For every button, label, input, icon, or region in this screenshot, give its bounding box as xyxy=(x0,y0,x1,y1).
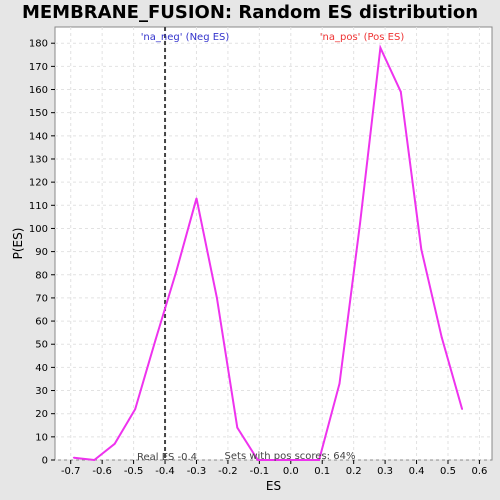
y-tick-label: 40 xyxy=(35,363,48,374)
x-tick-label: 0.6 xyxy=(471,466,487,477)
x-axis-title: ES xyxy=(266,479,281,493)
pos-scores-label: Sets with pos scores: 64% xyxy=(225,451,356,462)
data-point xyxy=(359,222,361,225)
grid xyxy=(55,27,492,461)
y-tick-label: 20 xyxy=(35,409,48,420)
y-tick-label: 0 xyxy=(42,456,48,467)
data-point xyxy=(175,271,177,274)
y-tick-label: 140 xyxy=(29,131,48,142)
x-tick-label: 0.1 xyxy=(314,466,330,477)
x-tick-label: 0.3 xyxy=(377,466,393,477)
y-tick-label: 160 xyxy=(29,85,48,96)
y-tick-label: 30 xyxy=(35,386,48,397)
data-point xyxy=(72,456,75,459)
y-tick-label: 150 xyxy=(29,108,48,119)
series-line xyxy=(73,44,464,462)
data-point xyxy=(236,426,239,429)
x-tick-label: 0.2 xyxy=(346,466,362,477)
y-tick-label: 80 xyxy=(35,270,48,281)
data-point xyxy=(154,338,157,341)
x-tick-label: -0.1 xyxy=(250,466,270,477)
x-tick-label: -0.7 xyxy=(61,466,81,477)
real-es-label: Real ES -0.4 xyxy=(137,452,197,463)
neg-es-label: 'na_neg' (Neg ES) xyxy=(141,32,230,43)
y-tick-label: 130 xyxy=(29,154,48,165)
data-point xyxy=(195,197,198,200)
data-point xyxy=(93,459,96,461)
y-tick-label: 110 xyxy=(29,201,48,212)
data-point xyxy=(297,459,300,461)
y-tick-label: 170 xyxy=(29,62,48,73)
y-tick-label: 10 xyxy=(35,432,48,443)
data-point xyxy=(399,90,402,93)
chart-title: MEMBRANE_FUSION: Random ES distribution xyxy=(22,2,478,23)
y-tick-label: 100 xyxy=(29,224,48,235)
data-point xyxy=(134,408,137,410)
x-axis: -0.7 -0.6 -0.5 -0.4 -0.3 -0.2 -0.1 0.0 0.1 0.2 0.3… xyxy=(61,460,487,477)
y-tick-label: 70 xyxy=(35,293,48,304)
data-point xyxy=(277,459,280,461)
y-axis-title: P(ES) xyxy=(11,228,25,260)
data-point xyxy=(256,459,259,461)
pos-es-label: 'na_pos' (Pos ES) xyxy=(320,32,405,43)
x-tick-label: -0.6 xyxy=(92,466,112,477)
x-tick-label: -0.5 xyxy=(124,466,144,477)
y-tick-label: 50 xyxy=(35,340,48,351)
data-points xyxy=(72,46,464,461)
x-tick-label: -0.4 xyxy=(155,466,175,477)
data-point xyxy=(420,248,423,251)
y-tick-label: 180 xyxy=(29,39,48,50)
x-tick-label: -0.2 xyxy=(218,466,238,477)
data-point xyxy=(338,382,341,385)
data-point xyxy=(113,442,116,445)
data-point xyxy=(440,336,443,339)
y-tick-label: 120 xyxy=(29,178,48,189)
x-tick-label: 0.4 xyxy=(409,466,425,477)
y-tick-label: 60 xyxy=(35,317,48,328)
data-point xyxy=(318,459,320,461)
x-tick-label: 0.5 xyxy=(440,466,456,477)
y-axis: 0 10 20 30 40 50 60 70 80 90 100 110 120 130 140 150 160… xyxy=(29,39,55,467)
x-tick-label: -0.3 xyxy=(187,466,207,477)
data-point xyxy=(216,297,218,299)
y-tick-label: 90 xyxy=(35,247,48,258)
data-point xyxy=(379,46,382,49)
plot-area xyxy=(54,26,493,461)
data-point xyxy=(461,408,464,410)
x-tick-label: 0.0 xyxy=(283,466,299,477)
